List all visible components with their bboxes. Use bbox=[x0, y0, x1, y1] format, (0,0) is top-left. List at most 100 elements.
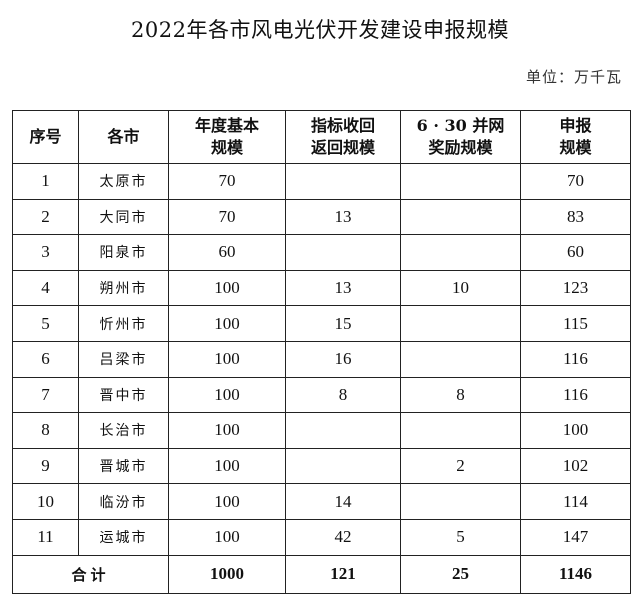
total-cell: 25 bbox=[400, 554, 521, 594]
table-cell bbox=[285, 234, 401, 271]
table-cell bbox=[285, 163, 401, 200]
table-cell: 吕梁市 bbox=[78, 340, 169, 378]
header-row: 序号 各市 年度基本 规模 指标收回 返回规模 6 · 30 并网 奖励规模 申报 规模 bbox=[12, 110, 631, 164]
table-cell: 83 bbox=[520, 198, 631, 236]
table-cell: 100 bbox=[168, 340, 286, 378]
table-cell: 100 bbox=[520, 412, 631, 449]
column-header-line: 各市 bbox=[107, 127, 140, 146]
document-title: 2022年各市风电光伏开发建设申报规模 bbox=[131, 18, 509, 42]
table-cell: 123 bbox=[520, 269, 631, 307]
table-cell: 147 bbox=[520, 518, 631, 556]
column-header-line: 序号 bbox=[29, 127, 62, 146]
table-cell: 70 bbox=[168, 163, 286, 200]
table-cell: 运城市 bbox=[78, 518, 169, 556]
column-header-line: 返回规模 bbox=[310, 138, 375, 157]
table-cell: 70 bbox=[168, 198, 286, 236]
table-cell: 8 bbox=[12, 412, 79, 449]
total-cell: 1000 bbox=[168, 554, 286, 594]
table-cell bbox=[400, 305, 521, 342]
table-cell: 忻州市 bbox=[78, 305, 169, 342]
table-cell: 14 bbox=[285, 483, 401, 520]
table-cell bbox=[285, 447, 401, 485]
column-header-line: 申报 bbox=[559, 116, 592, 135]
table-cell bbox=[400, 412, 521, 449]
total-cell: 1146 bbox=[520, 554, 631, 594]
table-cell: 70 bbox=[520, 163, 631, 200]
total-row: 合计 1000 121 25 1146 bbox=[12, 554, 631, 594]
table-cell: 16 bbox=[285, 340, 401, 378]
table-cell: 1 bbox=[12, 163, 79, 200]
table-cell: 晋中市 bbox=[78, 376, 169, 414]
table-row: 7 晋中市 100 8 8 116 bbox=[12, 376, 631, 414]
table-cell: 114 bbox=[520, 483, 631, 520]
column-header: 申报 规模 bbox=[520, 110, 631, 164]
total-cell: 121 bbox=[285, 554, 401, 594]
table-cell: 朔州市 bbox=[78, 269, 169, 307]
table-cell: 100 bbox=[168, 518, 286, 556]
table-cell: 9 bbox=[12, 447, 79, 485]
table-cell bbox=[400, 483, 521, 520]
table-cell: 100 bbox=[168, 269, 286, 307]
table-row: 9 晋城市 100 2 102 bbox=[12, 447, 631, 485]
table-row: 8 长治市 100 100 bbox=[12, 412, 631, 449]
column-header-line: 规模 bbox=[559, 138, 592, 157]
column-header: 序号 bbox=[12, 110, 79, 164]
table-row: 6 吕梁市 100 16 116 bbox=[12, 340, 631, 378]
column-header-line: 6 · 30 并网 bbox=[416, 116, 505, 135]
total-label: 合计 bbox=[12, 554, 169, 594]
table-cell: 60 bbox=[168, 234, 286, 271]
table-cell: 临汾市 bbox=[78, 483, 169, 520]
table-cell: 长治市 bbox=[78, 412, 169, 449]
table-cell: 100 bbox=[168, 483, 286, 520]
table-cell: 5 bbox=[400, 518, 521, 556]
table-cell: 102 bbox=[520, 447, 631, 485]
column-header-line: 奖励规模 bbox=[428, 138, 493, 157]
table-cell bbox=[400, 163, 521, 200]
table-row: 10 临汾市 100 14 114 bbox=[12, 483, 631, 520]
table-cell: 11 bbox=[12, 518, 79, 556]
table-cell: 太原市 bbox=[78, 163, 169, 200]
table-cell: 42 bbox=[285, 518, 401, 556]
column-header-line: 年度基本 bbox=[194, 116, 259, 135]
column-header: 指标收回 返回规模 bbox=[285, 110, 401, 164]
table-cell: 4 bbox=[12, 269, 79, 307]
table-row: 1 太原市 70 70 bbox=[12, 163, 631, 200]
table-cell: 10 bbox=[12, 483, 79, 520]
column-header-line: 指标收回 bbox=[310, 116, 375, 135]
table-cell: 100 bbox=[168, 447, 286, 485]
table-cell: 8 bbox=[400, 376, 521, 414]
column-header: 年度基本 规模 bbox=[168, 110, 286, 164]
table-cell bbox=[285, 412, 401, 449]
table-cell: 6 bbox=[12, 340, 79, 378]
table-cell: 100 bbox=[168, 376, 286, 414]
table-cell: 3 bbox=[12, 234, 79, 271]
table-cell: 116 bbox=[520, 340, 631, 378]
table-cell: 8 bbox=[285, 376, 401, 414]
table-row: 11 运城市 100 42 5 147 bbox=[12, 518, 631, 556]
table-cell bbox=[400, 234, 521, 271]
table-cell bbox=[400, 198, 521, 236]
unit-label: 单位：万千瓦 bbox=[525, 68, 622, 86]
table-cell: 115 bbox=[520, 305, 631, 342]
table-cell: 13 bbox=[285, 269, 401, 307]
table-cell: 大同市 bbox=[78, 198, 169, 236]
table-cell: 15 bbox=[285, 305, 401, 342]
table-cell: 阳泉市 bbox=[78, 234, 169, 271]
table-cell: 13 bbox=[285, 198, 401, 236]
table-row: 5 忻州市 100 15 115 bbox=[12, 305, 631, 342]
table-row: 3 阳泉市 60 60 bbox=[12, 234, 631, 271]
table-cell: 100 bbox=[168, 412, 286, 449]
table-row: 2 大同市 70 13 83 bbox=[12, 198, 631, 236]
table-cell: 100 bbox=[168, 305, 286, 342]
table-cell: 7 bbox=[12, 376, 79, 414]
data-table: 序号 各市 年度基本 规模 指标收回 返回规模 6 · 30 并网 奖励规模 申报 规模 1 太原市… bbox=[12, 110, 631, 594]
column-header-line: 规模 bbox=[210, 138, 243, 157]
table-cell: 2 bbox=[12, 198, 79, 236]
table-cell: 10 bbox=[400, 269, 521, 307]
table-cell bbox=[400, 340, 521, 378]
column-header: 6 · 30 并网 奖励规模 bbox=[400, 110, 521, 164]
table-cell: 晋城市 bbox=[78, 447, 169, 485]
table-row: 4 朔州市 100 13 10 123 bbox=[12, 269, 631, 307]
table-cell: 2 bbox=[400, 447, 521, 485]
table-cell: 60 bbox=[520, 234, 631, 271]
